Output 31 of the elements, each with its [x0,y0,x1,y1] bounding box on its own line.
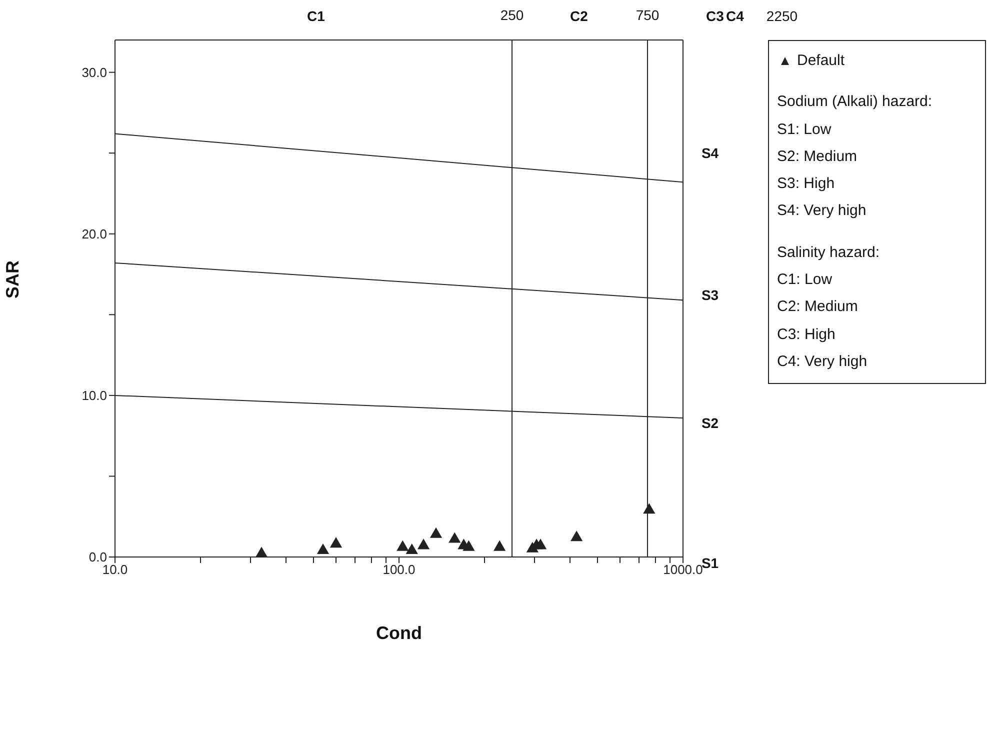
y-tick-label: 30.0 [82,64,107,80]
text: C3 [706,8,724,24]
text: S2: Medium [777,146,858,167]
text: S3 [701,287,719,303]
text: C1: Low [777,270,834,290]
ref-line-label: 750 [636,7,660,23]
text: 2250 [766,8,798,24]
text: S1 [701,555,719,571]
text: Sodium (Alkali) hazard: [777,92,934,112]
text: S1: Low [777,120,832,140]
x-tick-label: 1000.0 [663,562,703,578]
text: S4 [701,145,719,161]
text: C2: Medium [777,297,859,318]
y-axis-title: SAR [2,260,22,298]
text: C3: High [777,324,836,345]
x-tick-label: 10.0 [102,562,128,578]
text: S3: High [777,174,836,194]
y-tick-label: 0.0 [88,550,107,565]
ref-line-label: 250 [500,7,524,23]
text: C2 [570,8,588,24]
legend-label: Default [796,51,846,71]
text: Salinity hazard: [777,242,881,263]
text: C4: Very high [777,352,868,372]
text: S2 [701,415,719,431]
x-tick-label: 100.0 [382,562,416,578]
y-tick-label: 20.0 [82,226,107,242]
x-axis-title: Cond [376,623,422,643]
y-tick-label: 10.0 [82,388,107,404]
text: C1 [307,8,325,24]
text: S4: Very high [777,201,868,222]
text: C4 [726,8,744,24]
